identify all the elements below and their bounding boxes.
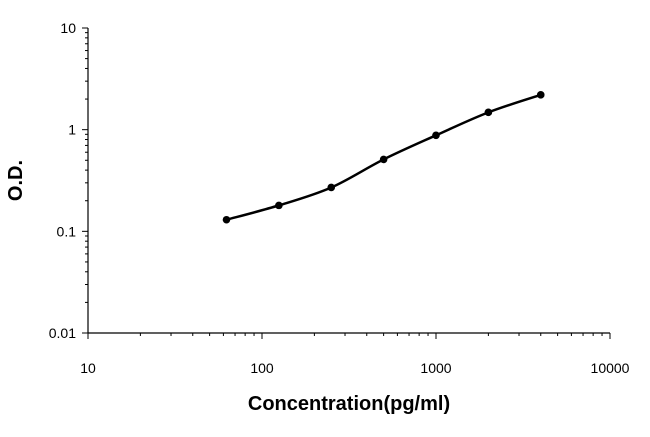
axis-ticks [82, 27, 611, 339]
y-tick-label: 10 [60, 20, 76, 36]
data-point [327, 183, 336, 192]
x-tick-label: 10 [80, 360, 96, 376]
tick-labels: 10 100 1000 10000 0.01 0.1 1 10 [49, 20, 630, 376]
data-point [379, 155, 388, 164]
x-tick-label: 100 [250, 360, 274, 376]
y-axis-title: O.D. [5, 160, 27, 201]
series-layer [222, 91, 545, 224]
data-point [536, 91, 545, 99]
y-tick-label: 1 [68, 122, 76, 138]
data-point [275, 201, 283, 210]
x-tick-label: 10000 [591, 360, 630, 376]
data-point [432, 131, 440, 140]
axes [87, 28, 610, 334]
x-axis-title: Concentration(pg/ml) [248, 393, 450, 415]
y-tick-label: 0.01 [49, 325, 76, 341]
data-point [222, 215, 231, 224]
x-tick-label: 1000 [420, 360, 451, 376]
y-tick-label: 0.1 [57, 223, 77, 239]
data-point [484, 108, 493, 117]
